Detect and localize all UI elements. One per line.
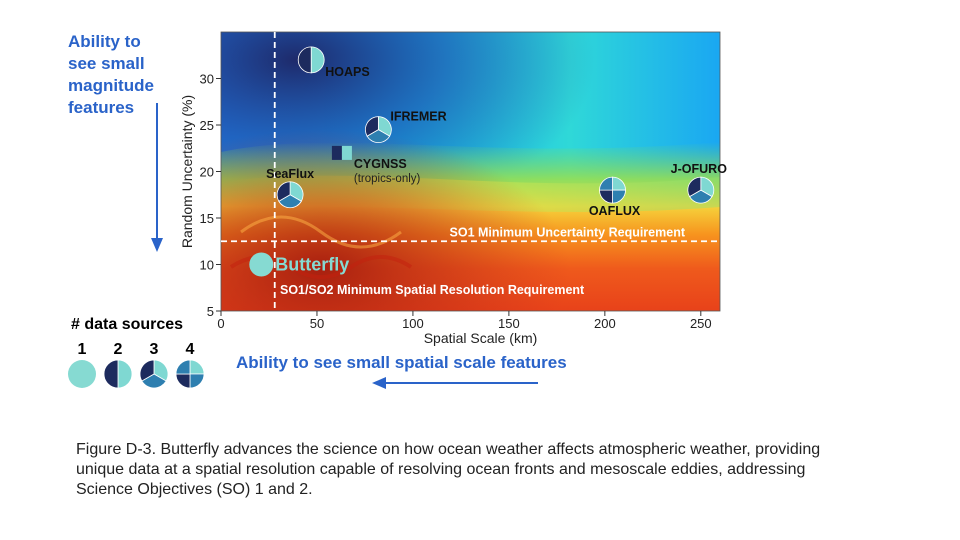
- pie-slice: [365, 116, 379, 137]
- pie-slice: [68, 360, 96, 388]
- y-tick-label: 15: [200, 211, 214, 226]
- pie-slice: [310, 46, 325, 74]
- heatmap-background: [221, 32, 720, 311]
- spatial-scale-annotation: Ability to see small spatial scale featu…: [236, 353, 567, 372]
- data-point-j-ofuro: [687, 176, 715, 204]
- legend-pie-1: [68, 360, 96, 388]
- pie-slice: [687, 176, 702, 198]
- pie-slice: [249, 252, 274, 277]
- pie-slice: [689, 189, 713, 204]
- heatmap-eddy: [240, 215, 402, 249]
- figure-caption: Figure D-3. Butterfly advances the scien…: [76, 441, 821, 498]
- magnitude-annotation-line: Ability to: [68, 32, 141, 51]
- magnitude-annotation-line: features: [68, 98, 135, 117]
- data-point-note: (tropics-only): [354, 173, 421, 185]
- y-axis-label: Random Uncertainty (%): [179, 95, 195, 248]
- data-point-ifremer: [365, 116, 392, 144]
- spatial-resolution-requirement-label: SO1/SO2 Minimum Spatial Resolution Requi…: [280, 283, 585, 297]
- pie-slice: [117, 359, 133, 389]
- data-point-hoaps: [297, 46, 325, 74]
- data-point-label: SeaFlux: [266, 167, 314, 181]
- legend-count-label: 3: [150, 341, 159, 358]
- data-point-label: HOAPS: [325, 65, 369, 79]
- pie-slice: [175, 359, 191, 375]
- magnitude-annotation-line: magnitude: [68, 76, 154, 95]
- y-tick-label: 10: [200, 258, 214, 273]
- cygnss-mark-right: [341, 145, 352, 160]
- legend-count-label: 2: [114, 341, 123, 358]
- magnitude-annotation-line: see small: [68, 54, 145, 73]
- pie-slice: [189, 373, 205, 389]
- y-tick-label: 5: [207, 304, 214, 319]
- data-point-label: Butterfly: [275, 255, 349, 275]
- pie-slice: [189, 359, 205, 375]
- x-tick-label: 150: [498, 316, 520, 331]
- data-point-label: IFREMER: [390, 110, 446, 124]
- x-tick-label: 250: [690, 316, 712, 331]
- magnitude-annotation: Ability to see small magnitude features: [68, 31, 218, 119]
- y-tick-label: 30: [200, 72, 214, 87]
- legend-pie-2: [103, 359, 133, 389]
- legend-pie-4: [175, 359, 205, 389]
- pie-slice: [139, 359, 155, 382]
- x-tick-label: 50: [310, 316, 324, 331]
- pie-slice: [297, 46, 312, 74]
- x-axis-label: Spatial Scale (km): [424, 330, 538, 346]
- x-tick-label: 200: [594, 316, 616, 331]
- data-point-oaflux: [599, 176, 626, 204]
- data-point-label: J-OFURO: [671, 162, 728, 176]
- data-point-label: OAFLUX: [589, 204, 641, 218]
- magnitude-arrow-head: [151, 238, 163, 252]
- x-tick-label: 100: [402, 316, 424, 331]
- spatial-arrow-head: [372, 377, 386, 389]
- data-point-seaflux: [276, 181, 304, 209]
- uncertainty-requirement-label: SO1 Minimum Uncertainty Requirement: [450, 225, 686, 239]
- x-tick-label: 0: [217, 316, 224, 331]
- data-point-butterfly: [249, 252, 274, 277]
- legend-count-label: 4: [186, 341, 195, 358]
- pie-slice: [175, 373, 191, 389]
- data-point-label: CYGNSS: [354, 157, 407, 171]
- y-tick-label: 20: [200, 165, 214, 180]
- legend-count-label: 1: [78, 341, 87, 358]
- pie-slice: [276, 181, 291, 202]
- heatmap-deep-red-region: [221, 32, 720, 311]
- pie-slice: [103, 359, 119, 389]
- pie-slice: [366, 129, 391, 144]
- pie-slice: [141, 373, 167, 389]
- pie-slice: [599, 176, 613, 191]
- cygnss-mark-left: [331, 145, 342, 160]
- legend-pie-3: [139, 359, 169, 389]
- plot-area: 0 50 100 150 200 250 5 10 15 20 25 30 Spatial Scale …: [179, 31, 728, 346]
- data-sources-legend-title: # data sources: [71, 316, 184, 333]
- data-point-cygnss: [331, 145, 352, 160]
- y-tick-label: 25: [200, 118, 214, 133]
